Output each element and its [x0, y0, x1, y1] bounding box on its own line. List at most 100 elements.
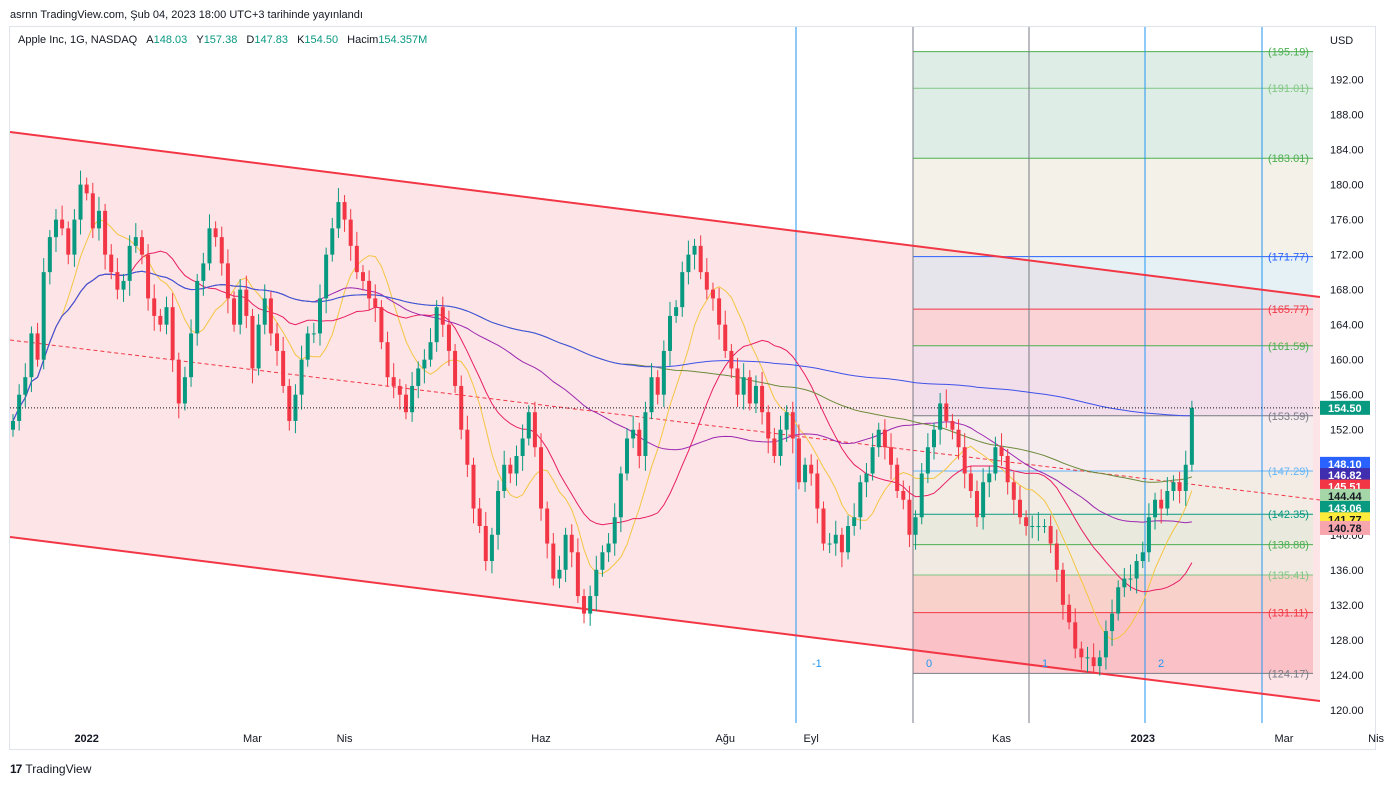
price-badge-label: 146.82: [1328, 470, 1362, 482]
candle-body: [545, 508, 550, 544]
candle-body: [901, 491, 906, 500]
candle-body: [735, 368, 740, 395]
chart-frame: [9, 26, 1376, 750]
candle-body: [453, 350, 458, 386]
candle-body: [852, 517, 857, 527]
fib-zone: [913, 309, 1313, 346]
candle-body: [1030, 526, 1035, 528]
candle-body: [207, 228, 212, 264]
candle-body: [189, 333, 194, 378]
candle-body: [778, 429, 783, 456]
candle-body: [471, 464, 476, 509]
time-axis-label: Nis: [337, 733, 353, 745]
candle-body: [139, 237, 144, 255]
high-label: Y: [196, 34, 204, 46]
price-axis-tick: 128.00: [1330, 635, 1364, 647]
candle-body: [575, 552, 580, 597]
candle-body: [772, 438, 777, 456]
candle-body: [1140, 552, 1145, 562]
candle-body: [569, 534, 574, 553]
candle-body: [459, 385, 464, 430]
candle-body: [999, 447, 1004, 456]
candle-body: [625, 438, 629, 474]
candle-body: [1146, 517, 1151, 553]
fib-zone: [913, 574, 1313, 613]
candle-body: [532, 412, 537, 448]
candle-body: [686, 254, 691, 273]
fib-level-label: (165.77): [1268, 304, 1309, 316]
price-axis-tick: 164.00: [1330, 320, 1364, 332]
candle-body: [47, 237, 52, 273]
candle-body: [90, 193, 95, 229]
channel-bottom-line: [10, 536, 1320, 702]
candle-body: [1128, 578, 1133, 580]
candle-body: [1079, 648, 1084, 658]
candle-body: [133, 237, 138, 246]
candle-body: [796, 438, 801, 483]
candle-body: [422, 359, 427, 369]
candle-body: [674, 307, 679, 316]
candle-body: [692, 245, 697, 255]
high-value: 157.38: [203, 34, 238, 46]
candle-body: [1171, 482, 1176, 491]
time-axis-label: Ağu: [715, 733, 735, 745]
time-axis-label: 2023: [1131, 733, 1155, 745]
candle-body: [1060, 569, 1065, 605]
candle-body: [373, 298, 378, 308]
candle-body: [1067, 604, 1072, 623]
candle-body: [539, 447, 544, 509]
candle-body: [968, 473, 973, 491]
candle-body: [446, 324, 451, 351]
price-axis-tick: 156.00: [1330, 390, 1364, 402]
candle-body: [747, 377, 752, 404]
candle-body: [729, 350, 734, 369]
fib-level-label: (131.11): [1268, 608, 1308, 620]
fib-zone: [913, 88, 1313, 159]
candle-body: [78, 184, 83, 220]
candle-body: [342, 202, 347, 220]
candle-body: [109, 254, 114, 273]
candle-body: [741, 377, 746, 395]
candle-body: [195, 280, 200, 334]
candle-body: [281, 350, 286, 386]
price-badge-label: 143.06: [1328, 503, 1362, 515]
price-badge-label: 140.78: [1328, 523, 1362, 535]
candle-body: [876, 429, 881, 448]
candle-body: [1103, 631, 1108, 658]
candle-body: [790, 412, 795, 439]
candle-body: [354, 245, 359, 273]
candle-body: [870, 447, 875, 474]
candle-body: [833, 534, 838, 544]
candle-body: [1024, 517, 1029, 527]
price-badge: [1320, 520, 1370, 535]
fib-zone: [913, 415, 1313, 471]
candle-body: [275, 333, 280, 351]
candle-body: [753, 385, 758, 404]
candle-body: [723, 324, 728, 351]
candle-body: [1122, 578, 1127, 588]
candle-body: [348, 219, 353, 246]
candle-body: [403, 394, 408, 413]
candle-body: [11, 420, 15, 430]
candle-body: [256, 324, 261, 369]
candle-body: [606, 543, 611, 553]
candle-body: [1097, 657, 1102, 667]
candle-body: [483, 526, 488, 562]
fib-level-label: (171.77): [1268, 252, 1309, 264]
fib-time-label: 1: [1042, 658, 1048, 670]
fib-level-label: (161.59): [1268, 341, 1309, 353]
candle-body: [496, 491, 501, 535]
time-axis-label: Mar: [243, 733, 262, 745]
candle-body: [287, 385, 292, 421]
volume-value: 154.357M: [378, 34, 428, 46]
candle-body: [416, 368, 421, 386]
candle-body: [434, 307, 439, 343]
fib-time-label: -1: [812, 658, 822, 670]
candle-body: [563, 534, 568, 570]
close-label: K: [297, 34, 305, 46]
candle-body: [213, 228, 218, 238]
price-axis-tick: 124.00: [1330, 670, 1364, 682]
candle-body: [594, 569, 599, 597]
candle-body: [182, 377, 187, 404]
